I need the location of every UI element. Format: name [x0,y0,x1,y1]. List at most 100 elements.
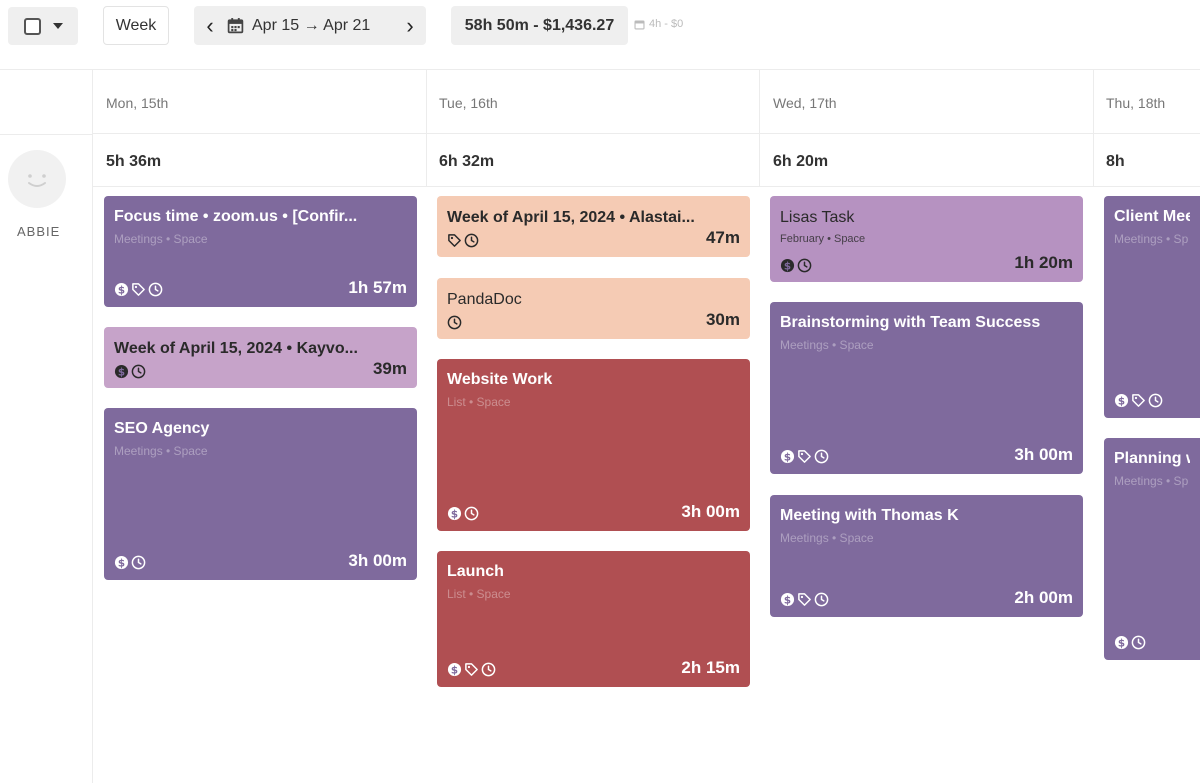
tag-icon[interactable] [797,449,812,464]
day-header-wed: Wed, 17th [773,95,837,111]
time-entry[interactable]: Website Work List • Space 3h 00m [437,359,750,531]
clock-icon[interactable] [1131,635,1146,650]
entry-duration: 1h 20m [1014,253,1073,272]
entry-title: Brainstorming with Team Success [780,314,1041,331]
time-entry[interactable]: Launch List • Space 2h 15m [437,551,750,687]
date-range-label[interactable]: Apr 15 → Apr 21 [252,16,371,34]
smiley-face-icon [28,174,46,187]
entry-title: Focus time • zoom.us • [Confir... [114,208,358,225]
clock-icon[interactable] [148,282,163,297]
chevron-left-icon[interactable]: ‹ [206,12,214,38]
column-divider [759,70,760,186]
divider [93,186,1200,187]
entry-title: SEO Agency [114,420,210,437]
calendar-icon [226,17,244,34]
entry-subtitle: Meetings • Space [114,444,208,458]
time-entry[interactable]: Planning w Meetings • Sp [1104,438,1200,660]
clock-icon[interactable] [797,258,812,273]
entry-duration: 2h 00m [1014,588,1073,607]
entry-duration: 47m [705,228,740,247]
time-entry[interactable]: PandaDoc 30m [437,278,750,339]
entry-duration: 3h 00m [348,551,407,570]
clock-icon[interactable] [481,662,496,677]
entry-title: Week of April 15, 2024 • Alastai... [447,209,695,226]
billable-icon[interactable] [780,258,795,273]
tag-icon[interactable] [131,282,146,297]
billable-icon[interactable] [1114,393,1129,408]
column-divider [426,70,427,186]
billable-summary-text: 4h - $0 [649,18,684,30]
tag-icon[interactable] [464,662,479,677]
time-entry[interactable]: Lisas Task February • Space 1h 20m [770,196,1083,282]
tag-icon[interactable] [797,592,812,607]
tag-icon[interactable] [447,233,462,248]
entry-title: Week of April 15, 2024 • Kayvo... [114,340,358,357]
day-header-mon: Mon, 15th [106,95,169,111]
day-header-thu: Thu, 18th [1106,95,1166,111]
date-range-picker: ‹ Apr 15 → Apr 21 › [194,6,426,45]
view-mode-button[interactable]: Week [103,6,169,45]
clock-icon[interactable] [814,592,829,607]
clock-icon[interactable] [1148,393,1163,408]
entry-title: PandaDoc [447,291,522,308]
chevron-right-icon[interactable]: › [406,12,414,38]
caret-down-icon [52,23,63,29]
time-entry[interactable]: Week of April 15, 2024 • Alastai... 47m [437,196,750,257]
entry-subtitle: Meetings • Sp [1114,232,1189,246]
entry-subtitle: Meetings • Sp [1114,474,1189,488]
day-header-tue: Tue, 16th [439,95,498,111]
entry-title: Launch [447,563,504,580]
select-all-dropdown[interactable] [8,7,78,45]
entry-title: Planning w [1114,450,1190,467]
week-total-summary[interactable]: 58h 50m - $1,436.27 [451,6,628,45]
clock-icon[interactable] [464,233,479,248]
entry-duration: 39m [372,359,407,378]
day-header-row [93,70,1200,134]
day-total-tue: 6h 32m [439,153,495,170]
clock-icon[interactable] [131,364,146,379]
entry-subtitle: Meetings • Space [780,531,874,545]
user-gutter [0,70,93,783]
user-name: ABBIE [17,224,61,239]
billable-icon[interactable] [1114,635,1129,650]
entry-title: Client Mee [1114,208,1190,225]
entry-subtitle: Meetings • Space [780,338,874,352]
entry-title: Meeting with Thomas K [780,507,959,524]
billable-icon[interactable] [780,592,795,607]
entry-subtitle: List • Space [447,395,511,409]
tag-icon[interactable] [1131,393,1146,408]
billable-icon[interactable] [447,506,462,521]
day-total-mon: 5h 36m [106,153,162,170]
entry-subtitle: February • Space [780,233,866,245]
column-divider [1093,70,1094,186]
entry-title: Lisas Task [780,209,855,226]
billable-icon[interactable] [114,282,129,297]
entry-duration: 3h 00m [681,502,740,521]
entry-duration: 3h 00m [1014,445,1073,464]
toolbar: Week ‹ Apr 15 → Apr 21 › 58h 50m - $1,43… [0,0,1200,70]
clock-icon[interactable] [131,555,146,570]
time-entry[interactable]: Week of April 15, 2024 • Kayvo... 39m [104,327,417,388]
entry-duration: 2h 15m [681,658,740,677]
avatar[interactable] [8,150,66,208]
checkbox-icon[interactable] [23,17,41,35]
billable-icon[interactable] [114,555,129,570]
entry-subtitle: List • Space [447,587,511,601]
time-entry[interactable]: Brainstorming with Team Success Meetings… [770,302,1083,474]
entry-subtitle: Meetings • Space [114,232,208,246]
billable-icon[interactable] [780,449,795,464]
calendar-small-icon [634,20,645,30]
billable-icon[interactable] [114,364,129,379]
clock-icon[interactable] [447,315,462,330]
time-entry[interactable]: SEO Agency Meetings • Space 3h 00m [104,408,417,580]
divider [0,134,93,135]
clock-icon[interactable] [464,506,479,521]
time-entry[interactable]: Client Mee Meetings • Sp [1104,196,1200,418]
billable-icon[interactable] [447,662,462,677]
day-total-thu: 8h [1106,153,1125,170]
time-entry[interactable]: Focus time • zoom.us • [Confir... Meetin… [104,196,417,307]
day-total-wed: 6h 20m [773,153,829,170]
entry-duration: 1h 57m [348,278,407,297]
time-entry[interactable]: Meeting with Thomas K Meetings • Space 2… [770,495,1083,617]
clock-icon[interactable] [814,449,829,464]
